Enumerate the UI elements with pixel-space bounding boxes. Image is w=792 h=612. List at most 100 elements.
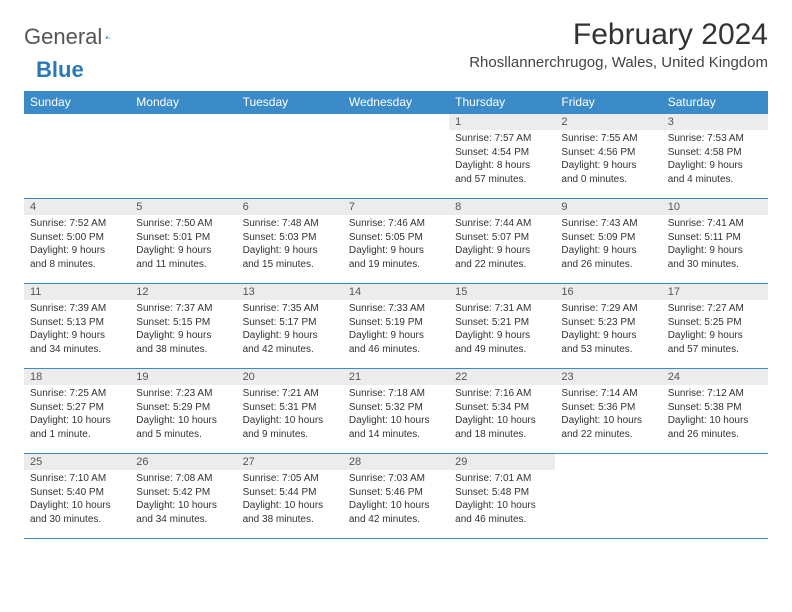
- day-line: Sunset: 4:58 PM: [668, 146, 762, 160]
- day-cell: 26Sunrise: 7:08 AMSunset: 5:42 PMDayligh…: [130, 454, 236, 538]
- day-line: Sunset: 5:32 PM: [349, 401, 443, 415]
- day-line: Sunset: 5:01 PM: [136, 231, 230, 245]
- day-details: Sunrise: 7:18 AMSunset: 5:32 PMDaylight:…: [343, 385, 449, 445]
- day-number: 2: [555, 114, 661, 130]
- day-cell: 19Sunrise: 7:23 AMSunset: 5:29 PMDayligh…: [130, 369, 236, 453]
- day-line: Sunrise: 7:37 AM: [136, 302, 230, 316]
- day-line: and 49 minutes.: [455, 343, 549, 357]
- day-line: and 18 minutes.: [455, 428, 549, 442]
- day-line: Sunrise: 7:16 AM: [455, 387, 549, 401]
- day-line: and 19 minutes.: [349, 258, 443, 272]
- day-number: 6: [237, 199, 343, 215]
- day-header: Thursday: [449, 91, 555, 113]
- day-details: Sunrise: 7:29 AMSunset: 5:23 PMDaylight:…: [555, 300, 661, 360]
- day-number: 21: [343, 369, 449, 385]
- day-line: Sunrise: 7:29 AM: [561, 302, 655, 316]
- day-line: and 30 minutes.: [668, 258, 762, 272]
- day-line: Sunrise: 7:48 AM: [243, 217, 337, 231]
- day-line: Sunrise: 7:12 AM: [668, 387, 762, 401]
- day-line: Daylight: 10 hours: [136, 414, 230, 428]
- day-line: Sunset: 5:48 PM: [455, 486, 549, 500]
- day-cell: 21Sunrise: 7:18 AMSunset: 5:32 PMDayligh…: [343, 369, 449, 453]
- day-line: Daylight: 9 hours: [30, 329, 124, 343]
- day-cell: 24Sunrise: 7:12 AMSunset: 5:38 PMDayligh…: [662, 369, 768, 453]
- day-line: Daylight: 9 hours: [668, 244, 762, 258]
- day-line: and 42 minutes.: [243, 343, 337, 357]
- day-details: Sunrise: 7:14 AMSunset: 5:36 PMDaylight:…: [555, 385, 661, 445]
- day-line: and 5 minutes.: [136, 428, 230, 442]
- day-details: Sunrise: 7:44 AMSunset: 5:07 PMDaylight:…: [449, 215, 555, 275]
- weeks-container: 1Sunrise: 7:57 AMSunset: 4:54 PMDaylight…: [24, 113, 768, 538]
- day-line: Daylight: 10 hours: [455, 414, 549, 428]
- day-line: Daylight: 8 hours: [455, 159, 549, 173]
- day-line: Sunrise: 7:25 AM: [30, 387, 124, 401]
- day-details: Sunrise: 7:27 AMSunset: 5:25 PMDaylight:…: [662, 300, 768, 360]
- day-number: 27: [237, 454, 343, 470]
- day-line: Sunset: 5:42 PM: [136, 486, 230, 500]
- calendar-bottom-border: [24, 538, 768, 539]
- day-line: Sunrise: 7:18 AM: [349, 387, 443, 401]
- day-line: Daylight: 9 hours: [455, 329, 549, 343]
- day-line: Daylight: 9 hours: [561, 244, 655, 258]
- day-line: Daylight: 10 hours: [349, 499, 443, 513]
- day-line: Sunrise: 7:23 AM: [136, 387, 230, 401]
- day-line: Sunset: 5:36 PM: [561, 401, 655, 415]
- day-details: Sunrise: 7:37 AMSunset: 5:15 PMDaylight:…: [130, 300, 236, 360]
- day-number: 11: [24, 284, 130, 300]
- day-number: 17: [662, 284, 768, 300]
- day-header: Saturday: [662, 91, 768, 113]
- day-details: Sunrise: 7:55 AMSunset: 4:56 PMDaylight:…: [555, 130, 661, 190]
- day-line: Sunrise: 7:08 AM: [136, 472, 230, 486]
- day-number: [24, 114, 130, 130]
- location: Rhosllannerchrugog, Wales, United Kingdo…: [469, 54, 768, 71]
- day-line: and 42 minutes.: [349, 513, 443, 527]
- day-cell: 12Sunrise: 7:37 AMSunset: 5:15 PMDayligh…: [130, 284, 236, 368]
- day-line: Daylight: 10 hours: [136, 499, 230, 513]
- day-line: Sunrise: 7:10 AM: [30, 472, 124, 486]
- day-cell: [237, 114, 343, 198]
- day-cell: [343, 114, 449, 198]
- day-line: and 53 minutes.: [561, 343, 655, 357]
- day-details: Sunrise: 7:57 AMSunset: 4:54 PMDaylight:…: [449, 130, 555, 190]
- day-details: Sunrise: 7:31 AMSunset: 5:21 PMDaylight:…: [449, 300, 555, 360]
- day-line: Daylight: 9 hours: [243, 329, 337, 343]
- day-header: Wednesday: [343, 91, 449, 113]
- day-details: Sunrise: 7:25 AMSunset: 5:27 PMDaylight:…: [24, 385, 130, 445]
- day-cell: 5Sunrise: 7:50 AMSunset: 5:01 PMDaylight…: [130, 199, 236, 283]
- day-header: Tuesday: [237, 91, 343, 113]
- day-number: [662, 454, 768, 470]
- day-line: and 0 minutes.: [561, 173, 655, 187]
- day-number: 1: [449, 114, 555, 130]
- day-line: Sunrise: 7:39 AM: [30, 302, 124, 316]
- day-line: Daylight: 9 hours: [243, 244, 337, 258]
- day-number: 7: [343, 199, 449, 215]
- day-details: Sunrise: 7:35 AMSunset: 5:17 PMDaylight:…: [237, 300, 343, 360]
- day-line: Sunset: 5:27 PM: [30, 401, 124, 415]
- day-line: Sunset: 5:09 PM: [561, 231, 655, 245]
- day-cell: 16Sunrise: 7:29 AMSunset: 5:23 PMDayligh…: [555, 284, 661, 368]
- day-line: Sunset: 4:56 PM: [561, 146, 655, 160]
- day-cell: 22Sunrise: 7:16 AMSunset: 5:34 PMDayligh…: [449, 369, 555, 453]
- day-header-row: Sunday Monday Tuesday Wednesday Thursday…: [24, 91, 768, 113]
- day-line: Sunrise: 7:33 AM: [349, 302, 443, 316]
- day-details: Sunrise: 7:08 AMSunset: 5:42 PMDaylight:…: [130, 470, 236, 530]
- day-number: 5: [130, 199, 236, 215]
- day-cell: 7Sunrise: 7:46 AMSunset: 5:05 PMDaylight…: [343, 199, 449, 283]
- day-details: Sunrise: 7:52 AMSunset: 5:00 PMDaylight:…: [24, 215, 130, 275]
- day-details: Sunrise: 7:41 AMSunset: 5:11 PMDaylight:…: [662, 215, 768, 275]
- day-line: Sunrise: 7:46 AM: [349, 217, 443, 231]
- day-cell: [555, 454, 661, 538]
- day-line: and 57 minutes.: [668, 343, 762, 357]
- day-cell: 11Sunrise: 7:39 AMSunset: 5:13 PMDayligh…: [24, 284, 130, 368]
- day-line: Daylight: 9 hours: [455, 244, 549, 258]
- day-details: Sunrise: 7:01 AMSunset: 5:48 PMDaylight:…: [449, 470, 555, 530]
- day-cell: 25Sunrise: 7:10 AMSunset: 5:40 PMDayligh…: [24, 454, 130, 538]
- day-cell: 23Sunrise: 7:14 AMSunset: 5:36 PMDayligh…: [555, 369, 661, 453]
- day-line: Sunrise: 7:43 AM: [561, 217, 655, 231]
- day-line: Sunset: 5:11 PM: [668, 231, 762, 245]
- day-details: Sunrise: 7:33 AMSunset: 5:19 PMDaylight:…: [343, 300, 449, 360]
- day-line: Daylight: 10 hours: [243, 414, 337, 428]
- day-cell: 28Sunrise: 7:03 AMSunset: 5:46 PMDayligh…: [343, 454, 449, 538]
- day-details: Sunrise: 7:48 AMSunset: 5:03 PMDaylight:…: [237, 215, 343, 275]
- day-line: Sunrise: 7:05 AM: [243, 472, 337, 486]
